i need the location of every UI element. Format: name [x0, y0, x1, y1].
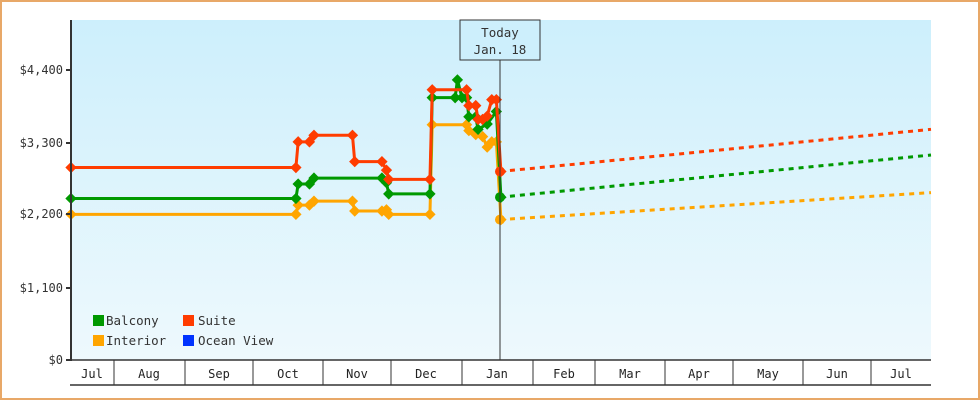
legend-label: Ocean View — [198, 333, 274, 348]
legend-item-interior[interactable]: Interior — [93, 333, 167, 348]
data-point-marker[interactable] — [292, 136, 304, 148]
data-point-marker[interactable] — [308, 195, 320, 207]
month-label-jan: Jan — [486, 367, 508, 381]
month-label-feb: Feb — [553, 367, 575, 381]
y-tick-label: $2,200 — [20, 207, 63, 221]
data-point-marker[interactable] — [383, 208, 395, 220]
legend-label: Balcony — [106, 313, 159, 328]
legend-swatch-ocean-view — [183, 335, 194, 346]
today-callout — [459, 19, 541, 61]
data-point-marker[interactable] — [346, 129, 359, 141]
legend-swatch-suite — [183, 315, 194, 326]
data-point-marker[interactable] — [424, 173, 436, 186]
month-label-may: May — [757, 367, 779, 381]
data-point-marker[interactable] — [290, 208, 302, 220]
legend-label: Interior — [106, 333, 167, 348]
month-label-nov: Nov — [346, 367, 368, 381]
data-point-marker[interactable] — [424, 188, 436, 200]
month-label-mar: Mar — [619, 367, 641, 381]
data-point-marker[interactable] — [308, 172, 320, 184]
month-label-jun: Jun — [826, 367, 848, 381]
today-date: Jan. 18 — [474, 42, 527, 57]
data-point-marker[interactable] — [376, 155, 388, 168]
data-point-marker[interactable] — [308, 129, 320, 141]
legend-item-suite[interactable]: Suite — [183, 313, 236, 328]
y-tick-label: $0 — [49, 353, 63, 367]
data-point-marker[interactable] — [290, 161, 302, 174]
today-label: Today — [481, 25, 519, 40]
data-point-marker[interactable] — [349, 155, 361, 168]
data-point-marker[interactable] — [476, 130, 489, 143]
today-marker: Today Jan. 18 — [459, 19, 541, 360]
legend-swatch-balcony — [93, 315, 104, 326]
month-label-aug: Aug — [138, 367, 160, 381]
data-point-marker[interactable] — [346, 195, 359, 207]
data-point-marker[interactable] — [292, 178, 304, 190]
month-label-jul-next: Jul — [890, 367, 912, 381]
legend-label: Suite — [198, 313, 236, 328]
month-label-sep: Sep — [208, 367, 230, 381]
legend-item-ocean-view[interactable]: Ocean View — [183, 333, 274, 348]
data-point-marker[interactable] — [380, 164, 393, 176]
legend: Balcony Suite Interior Ocean View — [93, 313, 274, 348]
data-point-marker[interactable] — [349, 205, 361, 217]
data-point-marker[interactable] — [383, 188, 395, 200]
data-point-marker[interactable] — [290, 192, 302, 205]
data-point-marker[interactable] — [424, 208, 436, 220]
y-tick-label: $1,100 — [20, 281, 63, 295]
legend-item-balcony[interactable]: Balcony — [93, 313, 159, 328]
month-label-oct: Oct — [277, 367, 299, 381]
legend-swatch-interior — [93, 335, 104, 346]
month-label-jul: Jul — [81, 367, 103, 381]
data-point-marker[interactable] — [383, 173, 395, 186]
x-axis: Jul Aug Sep Oct Nov Dec Jan Feb Mar Apr … — [70, 359, 931, 386]
y-tick-label: $3,300 — [20, 136, 63, 150]
y-tick-label: $4,400 — [20, 63, 63, 77]
month-label-dec: Dec — [415, 367, 437, 381]
y-axis-ticks: $4,400 $3,300 $2,200 $1,100 $0 — [20, 63, 71, 367]
month-label-apr: Apr — [688, 367, 710, 381]
